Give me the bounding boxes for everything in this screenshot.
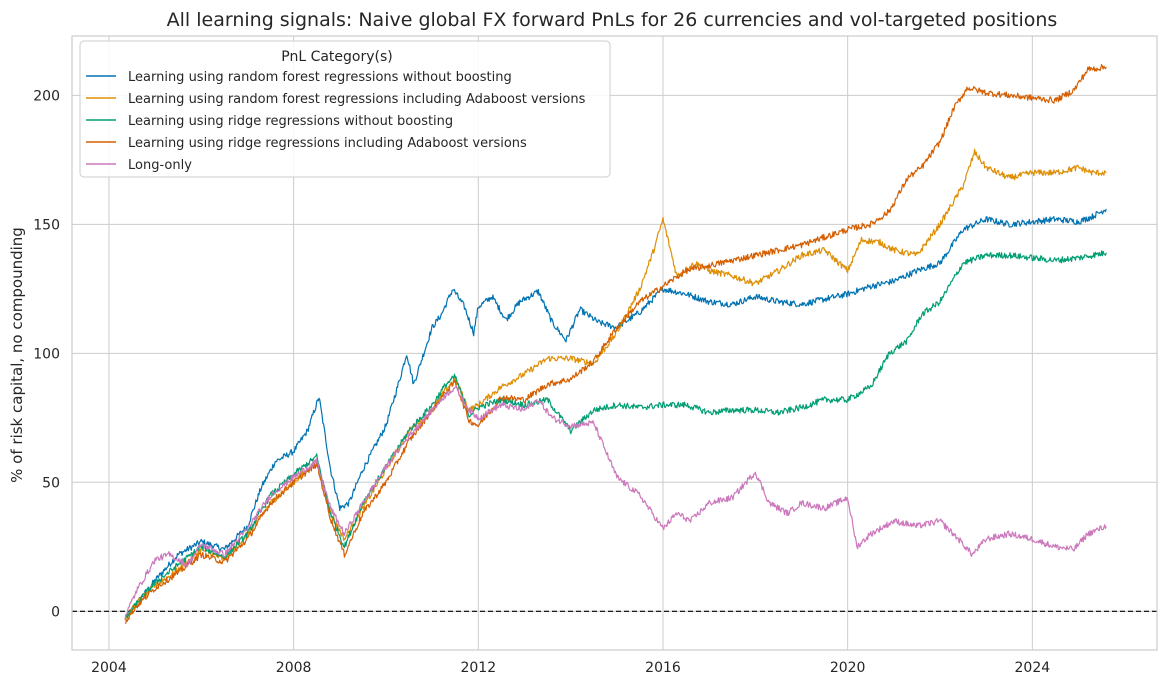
legend-entry-label: Long-only bbox=[128, 158, 192, 173]
series-lines bbox=[124, 63, 1107, 624]
legend-entry-label: Learning using random forest regressions… bbox=[128, 92, 586, 107]
series-line-3 bbox=[124, 250, 1107, 620]
y-tick-label: 150 bbox=[33, 217, 60, 233]
y-tick-label: 0 bbox=[51, 604, 60, 620]
y-tick-label: 50 bbox=[42, 475, 60, 491]
plot-border bbox=[71, 35, 1158, 651]
legend-entry-label: Learning using random forest regressions… bbox=[128, 70, 512, 85]
y-tick-label: 200 bbox=[33, 88, 60, 104]
series-line-4 bbox=[124, 63, 1107, 624]
legend: PnL Category(s) Learning using random fo… bbox=[79, 40, 611, 178]
x-tick-label: 2020 bbox=[830, 660, 866, 676]
series-line-1 bbox=[124, 208, 1107, 620]
y-axis-label: % of risk capital, no compounding bbox=[8, 227, 26, 483]
legend-title: PnL Category(s) bbox=[281, 49, 393, 65]
y-tick-label: 100 bbox=[33, 346, 60, 362]
x-tick-label: 2024 bbox=[1015, 660, 1051, 676]
legend-entry-label: Learning using ridge regressions includi… bbox=[128, 136, 527, 151]
chart-title: All learning signals: Naive global FX fo… bbox=[167, 9, 1058, 31]
x-tick-label: 2012 bbox=[460, 660, 496, 676]
legend-box bbox=[79, 40, 611, 178]
legend-entry-label: Learning using ridge regressions without… bbox=[128, 114, 453, 129]
series-line-5 bbox=[124, 385, 1107, 620]
x-tick-label: 2016 bbox=[645, 660, 681, 676]
x-tick-label: 2004 bbox=[91, 660, 127, 676]
axes: 2004 2008 2012 2016 2020 2024 0 50 100 150 200 bbox=[33, 35, 1158, 676]
x-tick-label: 2008 bbox=[276, 660, 312, 676]
